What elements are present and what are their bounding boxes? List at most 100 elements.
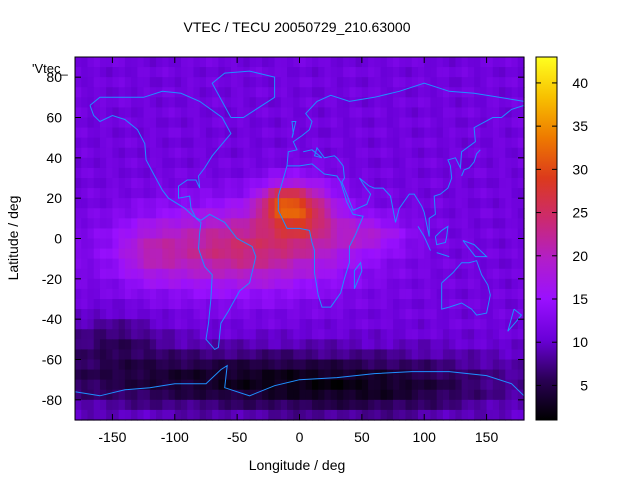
heatmap-cell: [87, 339, 95, 351]
heatmap-cell: [224, 399, 232, 411]
heatmap-cell: [343, 329, 350, 340]
heatmap-cell: [380, 278, 388, 290]
heatmap-cell: [255, 77, 263, 88]
heatmap-cell: [380, 117, 388, 129]
heatmap-cell: [287, 87, 294, 98]
heatmap-cell: [230, 309, 238, 320]
heatmap-cell: [137, 167, 145, 179]
heatmap-cell: [380, 288, 388, 300]
heatmap-cell: [124, 157, 132, 169]
heatmap-cell: [368, 399, 375, 411]
heatmap-cell: [230, 248, 238, 260]
heatmap-cell: [205, 97, 213, 109]
heatmap-cell: [386, 178, 394, 189]
heatmap-cell: [212, 349, 220, 361]
heatmap-cell: [411, 77, 419, 88]
heatmap-cell: [386, 268, 394, 280]
heatmap-cell: [212, 248, 220, 260]
x-tick-label: 100: [413, 429, 437, 445]
heatmap-cell: [505, 299, 513, 310]
heatmap-cell: [343, 299, 350, 310]
coastline: [277, 163, 364, 308]
heatmap-cell: [274, 127, 282, 139]
heatmap-cell: [499, 157, 506, 169]
heatmap-cell: [318, 389, 326, 401]
heatmap-cell: [162, 359, 170, 371]
heatmap-cell: [218, 319, 226, 330]
heatmap-cell: [399, 67, 407, 78]
heatmap-cell: [455, 107, 463, 119]
heatmap-cell: [255, 147, 263, 159]
heatmap-cell: [380, 167, 388, 179]
heatmap-cell: [442, 288, 450, 300]
heatmap-cell: [318, 218, 326, 230]
heatmap-cell: [149, 188, 157, 199]
heatmap-cell: [112, 198, 120, 209]
heatmap-cell: [106, 77, 114, 88]
heatmap-cell: [505, 147, 513, 159]
heatmap-cell: [143, 248, 151, 260]
heatmap-cell: [168, 248, 176, 260]
heatmap-cell: [193, 208, 201, 219]
heatmap-cell: [405, 228, 413, 240]
heatmap-cell: [75, 349, 82, 361]
heatmap-cell: [156, 288, 163, 300]
heatmap-cell: [230, 238, 238, 250]
heatmap-cell: [386, 349, 394, 361]
heatmap-cell: [474, 268, 481, 280]
heatmap-cell: [505, 379, 513, 391]
heatmap-cell: [399, 208, 407, 219]
y-tick-label: 80: [46, 69, 62, 85]
heatmap-cell: [486, 268, 494, 280]
heatmap-cell: [99, 369, 107, 381]
heatmap-cell: [124, 288, 132, 300]
heatmap-cell: [480, 127, 488, 139]
heatmap-cell: [399, 349, 407, 361]
heatmap-cell: [237, 248, 244, 260]
y-tick-label: 60: [46, 110, 62, 126]
heatmap-cell: [75, 107, 82, 119]
heatmap-cell: [474, 288, 481, 300]
heatmap-cell: [330, 67, 338, 78]
heatmap-cell: [199, 379, 207, 391]
heatmap-cell: [417, 258, 425, 270]
heatmap-cell: [118, 107, 126, 119]
heatmap-cell: [237, 329, 244, 340]
heatmap-cell: [399, 87, 407, 98]
heatmap-cell: [118, 389, 126, 401]
heatmap-cell: [143, 87, 151, 98]
heatmap-cell: [480, 329, 488, 340]
heatmap-cell: [499, 57, 506, 68]
heatmap-cell: [374, 359, 382, 371]
heatmap-cell: [324, 238, 332, 250]
heatmap-cell: [75, 359, 82, 371]
heatmap-cell: [112, 178, 120, 189]
heatmap-cell: [474, 409, 481, 421]
heatmap-cell: [361, 399, 369, 411]
heatmap-cell: [75, 67, 82, 78]
heatmap-cell: [442, 319, 450, 330]
heatmap-cell: [467, 137, 475, 149]
heatmap-cell: [399, 369, 407, 381]
heatmap-cell: [336, 268, 344, 280]
heatmap-cell: [87, 369, 95, 381]
heatmap-cell: [81, 258, 89, 270]
heatmap-cell: [442, 309, 450, 320]
heatmap-cell: [168, 147, 176, 159]
heatmap-cell: [361, 339, 369, 351]
heatmap-cell: [461, 339, 469, 351]
heatmap-cell: [455, 409, 463, 421]
heatmap-cell: [81, 97, 89, 109]
heatmap-cell: [75, 77, 82, 88]
heatmap-cell: [336, 359, 344, 371]
heatmap-cell: [118, 369, 126, 381]
heatmap-cell: [405, 369, 413, 381]
heatmap-cell: [492, 198, 500, 209]
heatmap-cell: [374, 147, 382, 159]
heatmap-cell: [405, 238, 413, 250]
heatmap-cell: [199, 137, 207, 149]
heatmap-cell: [405, 288, 413, 300]
heatmap-cell: [455, 319, 463, 330]
heatmap-cell: [106, 329, 114, 340]
heatmap-cell: [205, 349, 213, 361]
